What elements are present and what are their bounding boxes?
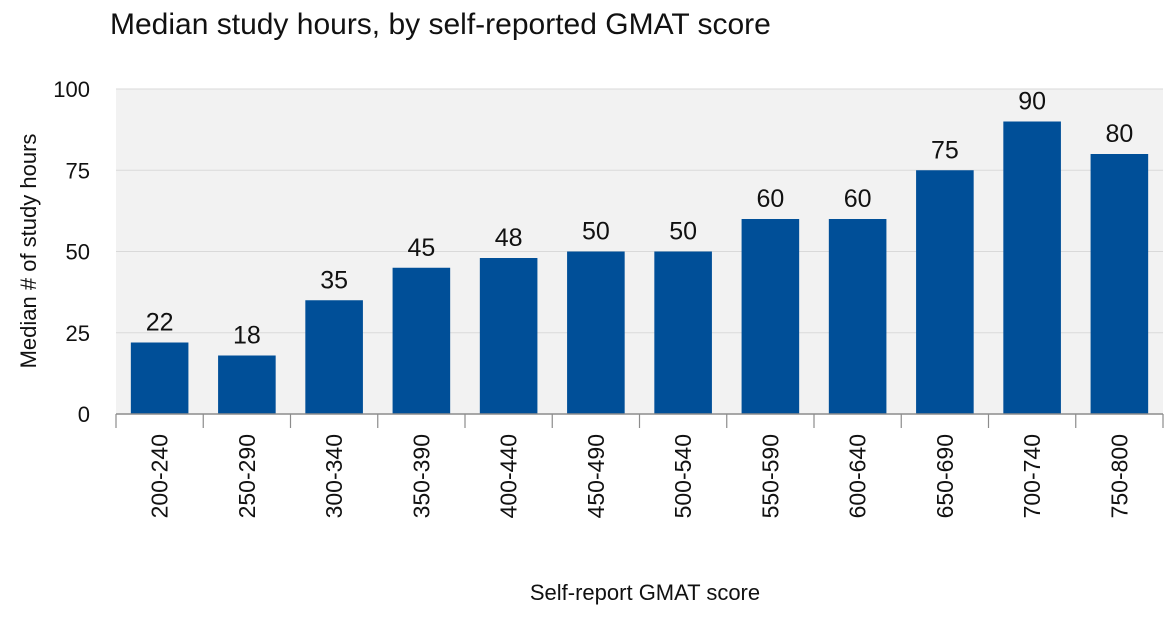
bar xyxy=(392,267,451,414)
data-label: 22 xyxy=(146,309,174,337)
data-label: 48 xyxy=(495,224,523,252)
bar xyxy=(916,170,974,414)
data-label: 50 xyxy=(669,218,697,246)
y-tick-label: 75 xyxy=(66,158,90,183)
data-label: 45 xyxy=(407,234,435,262)
data-label: 90 xyxy=(1018,88,1046,116)
x-tick-label: 200-240 xyxy=(147,434,173,518)
data-label: 18 xyxy=(233,322,261,350)
x-tick-label: 350-390 xyxy=(408,434,434,518)
data-label: 35 xyxy=(320,266,348,294)
bar xyxy=(567,251,625,414)
y-tick-label: 25 xyxy=(66,321,90,346)
data-labels: 22 18 35 45 48 50 50 60 60 75 90 80 xyxy=(146,88,1134,350)
bars xyxy=(130,121,1149,414)
x-tick-label: 250-290 xyxy=(234,434,260,518)
bar xyxy=(654,251,712,414)
data-label: 80 xyxy=(1105,120,1133,148)
x-tick-label: 550-590 xyxy=(757,434,783,518)
axes xyxy=(115,413,1164,428)
bar xyxy=(741,219,800,414)
y-tick-label: 0 xyxy=(78,402,90,427)
gridlines xyxy=(116,88,1163,334)
bar xyxy=(828,219,887,414)
bar xyxy=(305,300,363,414)
x-axis-title: Self-report GMAT score xyxy=(530,580,760,605)
x-tick-label: 750-800 xyxy=(1106,434,1132,518)
data-label: 50 xyxy=(582,218,610,246)
x-tick-label: 600-640 xyxy=(845,434,871,518)
bar xyxy=(130,342,189,414)
y-axis-title: Median # of study hours xyxy=(16,134,41,369)
bar xyxy=(1090,154,1149,414)
data-label: 60 xyxy=(756,185,784,213)
x-tick-label: 400-440 xyxy=(496,434,522,518)
data-label: 60 xyxy=(844,185,872,213)
y-tick-labels: 0 25 50 75 100 xyxy=(53,77,90,427)
y-tick-label: 100 xyxy=(53,77,90,102)
chart-title: Median study hours, by self-reported GMA… xyxy=(110,8,771,41)
x-tick-labels: 200-240 250-290 300-340 350-390 400-440 450-4… xyxy=(147,434,1133,518)
x-tick-label: 450-490 xyxy=(583,434,609,518)
data-label: 75 xyxy=(931,136,959,164)
bar xyxy=(1003,121,1061,414)
y-tick-label: 50 xyxy=(66,240,90,265)
x-tick-label: 300-340 xyxy=(321,434,347,518)
bar xyxy=(218,355,276,414)
bar xyxy=(479,258,538,414)
x-tick-label: 700-740 xyxy=(1019,434,1045,518)
x-tick-label: 650-690 xyxy=(932,434,958,518)
x-tick-label: 500-540 xyxy=(670,434,696,518)
